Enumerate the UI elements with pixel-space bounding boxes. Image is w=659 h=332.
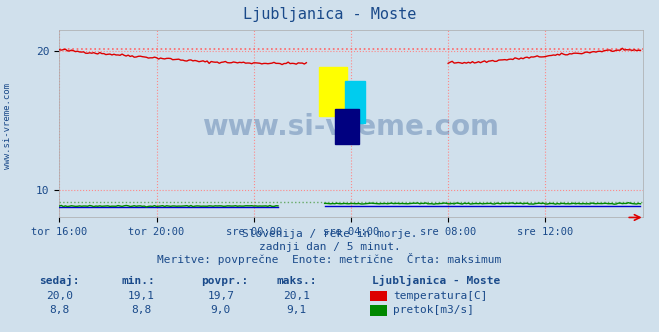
Text: Ljubljanica - Moste: Ljubljanica - Moste — [243, 7, 416, 23]
Text: povpr.:: povpr.: — [201, 276, 248, 286]
Text: temperatura[C]: temperatura[C] — [393, 291, 487, 301]
Text: 20,0: 20,0 — [46, 291, 72, 301]
Text: www.si-vreme.com: www.si-vreme.com — [3, 83, 13, 169]
Text: 19,7: 19,7 — [208, 291, 234, 301]
Text: 9,0: 9,0 — [211, 305, 231, 315]
Text: 9,1: 9,1 — [287, 305, 306, 315]
Text: www.si-vreme.com: www.si-vreme.com — [202, 114, 500, 141]
Bar — [335, 109, 359, 144]
Text: sedaj:: sedaj: — [40, 275, 80, 286]
Text: 8,8: 8,8 — [49, 305, 69, 315]
Bar — [318, 67, 347, 116]
Text: min.:: min.: — [122, 276, 156, 286]
Text: 20,1: 20,1 — [283, 291, 310, 301]
Text: zadnji dan / 5 minut.: zadnji dan / 5 minut. — [258, 242, 401, 252]
Text: 19,1: 19,1 — [129, 291, 155, 301]
Text: Meritve: povprečne  Enote: metrične  Črta: maksimum: Meritve: povprečne Enote: metrične Črta:… — [158, 253, 501, 265]
Text: Ljubljanica - Moste: Ljubljanica - Moste — [372, 275, 501, 286]
Text: maks.:: maks.: — [277, 276, 317, 286]
Text: pretok[m3/s]: pretok[m3/s] — [393, 305, 474, 315]
Text: Slovenija / reke in morje.: Slovenija / reke in morje. — [242, 229, 417, 239]
Text: 8,8: 8,8 — [132, 305, 152, 315]
Bar — [345, 81, 365, 123]
